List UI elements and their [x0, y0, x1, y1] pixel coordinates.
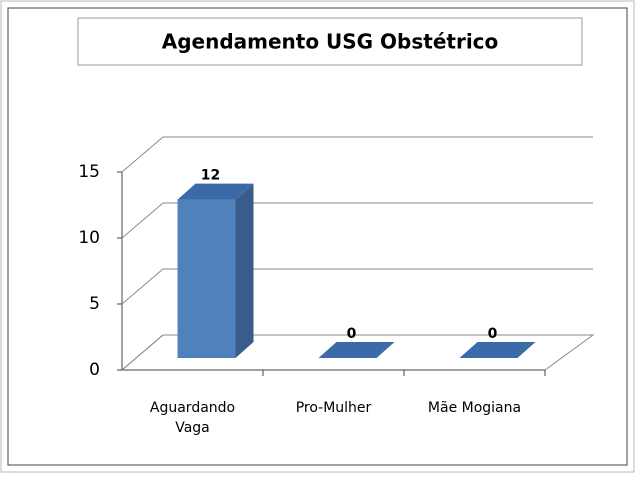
bar [177, 183, 254, 358]
y-tick-label: 15 [78, 162, 100, 182]
value-label: 12 [201, 168, 220, 184]
value-label: 0 [488, 326, 498, 342]
bar [459, 342, 536, 358]
bar [318, 342, 395, 358]
x-tick-label: Pro-Mulher [295, 400, 372, 416]
x-tick-label-box: Pro-Mulher [295, 400, 372, 416]
bar-side [235, 183, 254, 358]
title-box [77, 17, 583, 66]
chart-frame [7, 7, 628, 466]
grid-line [121, 136, 593, 173]
x-tick-label: Aguardando Vaga [149, 400, 236, 436]
x-tick-label: Mãe Mogiana [427, 400, 522, 416]
grid-line [121, 334, 593, 371]
bar-top [459, 342, 536, 358]
grid-line [121, 202, 593, 239]
bar-front [177, 199, 236, 358]
chart-title: Agendamento USG Obstétrico [162, 30, 499, 54]
bar-top [318, 342, 395, 358]
y-tick-label: 5 [89, 294, 100, 314]
y-tick-label: 10 [78, 228, 100, 248]
y-tick-label: 0 [89, 360, 100, 380]
grid-line [121, 268, 593, 305]
value-label: 0 [347, 326, 357, 342]
x-tick-label-box: Aguardando Vaga [149, 400, 236, 436]
x-tick-label-box: Mãe Mogiana [427, 400, 522, 416]
bar-top [177, 183, 254, 200]
